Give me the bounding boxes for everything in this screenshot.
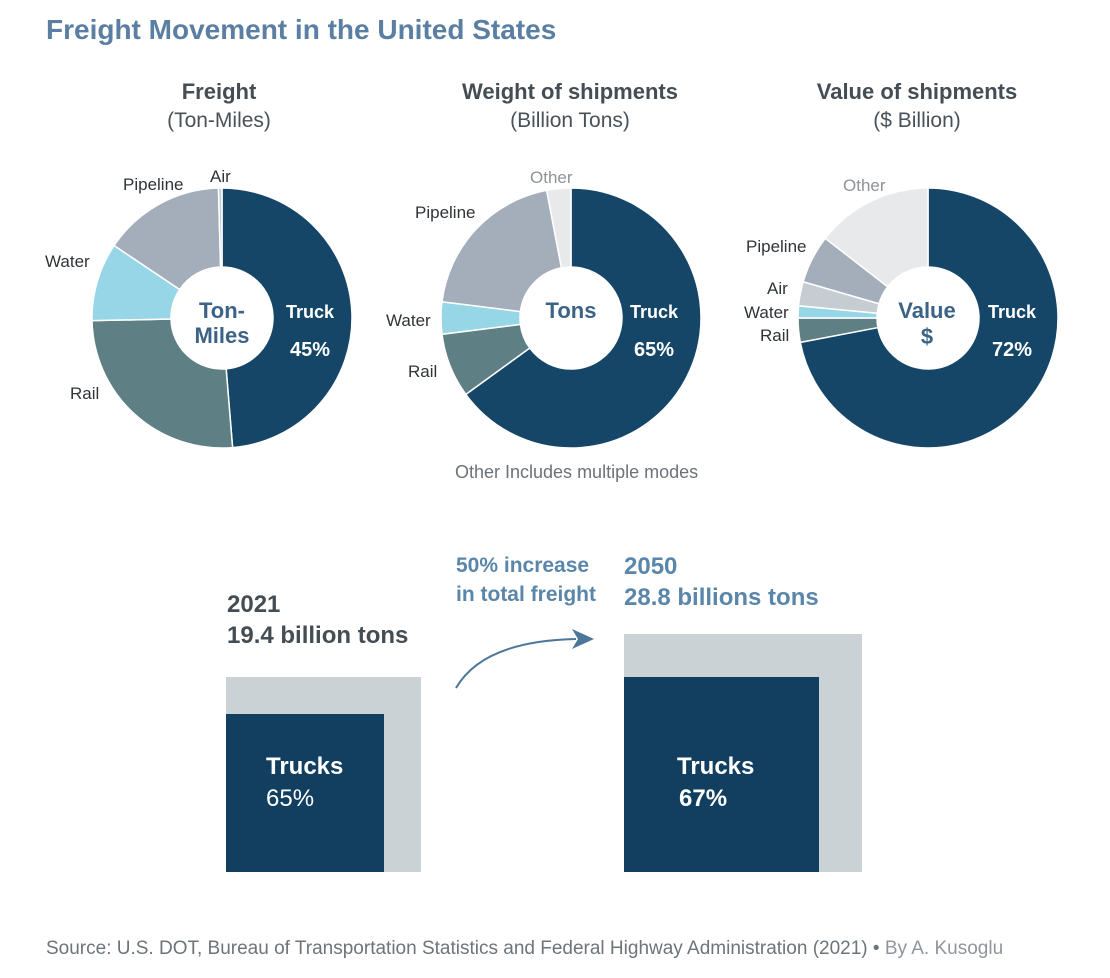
slice-label-air: Air: [210, 167, 231, 186]
chart-subtitle: ($ Billion): [873, 109, 961, 132]
truck-share-label-2021: Trucks 65%: [266, 751, 343, 815]
year-2050-block: 2050 28.8 billions tons: [624, 551, 819, 613]
center-label-line1: Ton-: [199, 298, 245, 323]
donut-chart-weight: Other Pipeline Water Rail Tons Truck 65%: [386, 168, 702, 449]
slice-label-rail: Rail: [760, 326, 789, 345]
page-title: Freight Movement in the United States: [46, 14, 557, 45]
chart-title-freight: Freight (Ton-Miles): [59, 77, 379, 135]
source-text: Source: U.S. DOT, Bureau of Transportati…: [46, 938, 868, 959]
slice-label-rail: Rail: [408, 362, 437, 381]
chart-subtitle: (Billion Tons): [510, 109, 630, 132]
slice-label-air: Air: [767, 279, 788, 298]
slice-value-truck: 45%: [290, 339, 330, 361]
arrow-line: [455, 638, 577, 689]
year-label: 2021: [227, 591, 281, 618]
total-amount: 28.8 billions tons: [624, 584, 819, 611]
author-credit: By A. Kusoglu: [884, 938, 1004, 959]
box-label: Trucks: [266, 753, 344, 780]
chart-note: Other Includes multiple modes: [455, 462, 699, 482]
truck-share-box-2021: [226, 714, 384, 872]
increase-callout: 50% increase in total freight: [456, 551, 596, 609]
total-amount: 19.4 billion tons: [227, 622, 409, 649]
increase-line2: in total freight: [456, 583, 596, 606]
center-label-line2: $: [921, 324, 933, 349]
slice-pipeline: [113, 187, 222, 291]
source-credit: Source: U.S. DOT, Bureau of Transportati…: [46, 938, 1003, 960]
chart-title: Freight: [181, 79, 257, 104]
chart-title: Value of shipments: [816, 79, 1018, 104]
slice-pipeline: [441, 189, 563, 313]
chart-title-value: Value of shipments ($ Billion): [757, 77, 1077, 135]
slice-label-pipeline: Pipeline: [746, 237, 807, 256]
slice-label-other: Other: [530, 168, 573, 187]
increase-arrow: [455, 629, 594, 689]
slice-value-truck: 72%: [992, 339, 1032, 361]
slice-other: [824, 187, 929, 288]
slice-air: [217, 187, 223, 268]
chart-title-weight: Weight of shipments (Billion Tons): [410, 77, 730, 135]
increase-line1: 50% increase: [456, 554, 590, 577]
chart-subtitle: (Ton-Miles): [167, 109, 271, 132]
slice-truck: [464, 187, 702, 449]
slice-label-truck: Truck: [988, 302, 1037, 322]
slice-label-truck: Truck: [630, 302, 679, 322]
center-label-line2: Miles: [194, 323, 249, 348]
slice-label-water: Water: [45, 252, 90, 271]
arrow-head: [572, 629, 594, 649]
donut-chart-freight: Water Pipeline Air Rail Ton- Miles Truck…: [45, 167, 353, 449]
slice-label-water: Water: [386, 311, 431, 330]
slice-rail: [91, 318, 234, 449]
slice-label-water: Water: [744, 303, 789, 322]
box-percent: 65%: [266, 785, 315, 812]
slice-other: [545, 187, 572, 269]
box-label: Trucks: [677, 753, 755, 780]
chart-title: Weight of shipments: [462, 79, 678, 104]
slice-truck: [799, 187, 1059, 449]
year-2021-block: 2021 19.4 billion tons: [227, 589, 408, 651]
slice-truck: [221, 187, 353, 449]
slice-label-rail: Rail: [70, 384, 99, 403]
slice-value-truck: 65%: [634, 339, 674, 361]
truck-share-label-2050: Trucks 67%: [677, 751, 754, 815]
center-label-line1: Value: [898, 298, 955, 323]
slice-label-truck: Truck: [286, 302, 335, 322]
box-percent: 67%: [679, 785, 728, 812]
donut-chart-value: Other Pipeline Air Water Rail Value $ Tr…: [744, 176, 1059, 449]
year-label: 2050: [624, 553, 678, 580]
center-label-line1: Tons: [546, 298, 597, 323]
slice-label-pipeline: Pipeline: [123, 175, 184, 194]
truck-share-box-2050: [624, 677, 819, 872]
slice-label-pipeline: Pipeline: [415, 203, 476, 222]
slice-label-other: Other: [843, 176, 886, 195]
source-separator: •: [867, 938, 885, 959]
